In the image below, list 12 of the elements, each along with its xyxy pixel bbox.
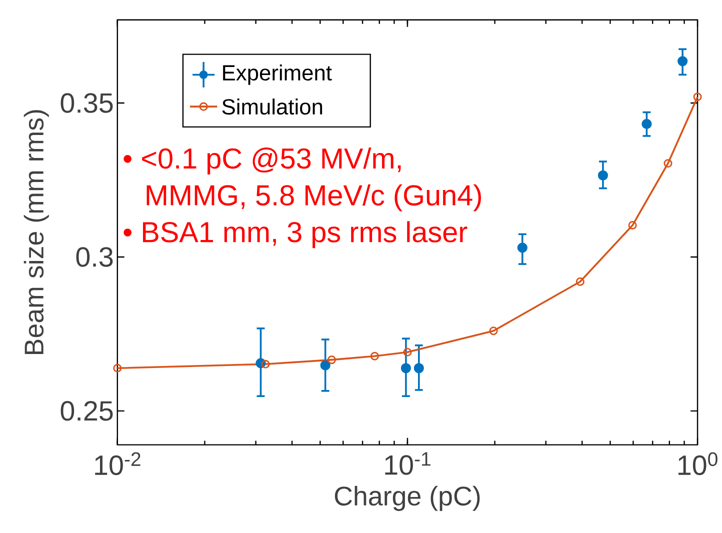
- legend-label: Experiment: [223, 64, 332, 85]
- y-tick-label: 0.25: [60, 400, 113, 421]
- y-axis-title: Beam size (mm rms): [24, 110, 49, 354]
- x-tick-label: 10$^{-2}$: [95, 452, 140, 475]
- y-tick-label: 0.3: [76, 246, 113, 267]
- annotation: • BSA1 mm, 3 ps rms laser: [124, 221, 468, 248]
- y-tick-label: 0.35: [60, 92, 113, 113]
- x-tick-label: 10$^{0}$: [678, 452, 718, 475]
- annotation: • <0.1 pC @53 MV/m, MMMG, 5.8 MeV/c (Gun4): [124, 147, 481, 212]
- legend-label: Simulation: [222, 98, 322, 114]
- x-tick-label: 10$^{-1}$: [385, 452, 430, 475]
- x-axis-title: Charge (pC): [334, 486, 480, 511]
